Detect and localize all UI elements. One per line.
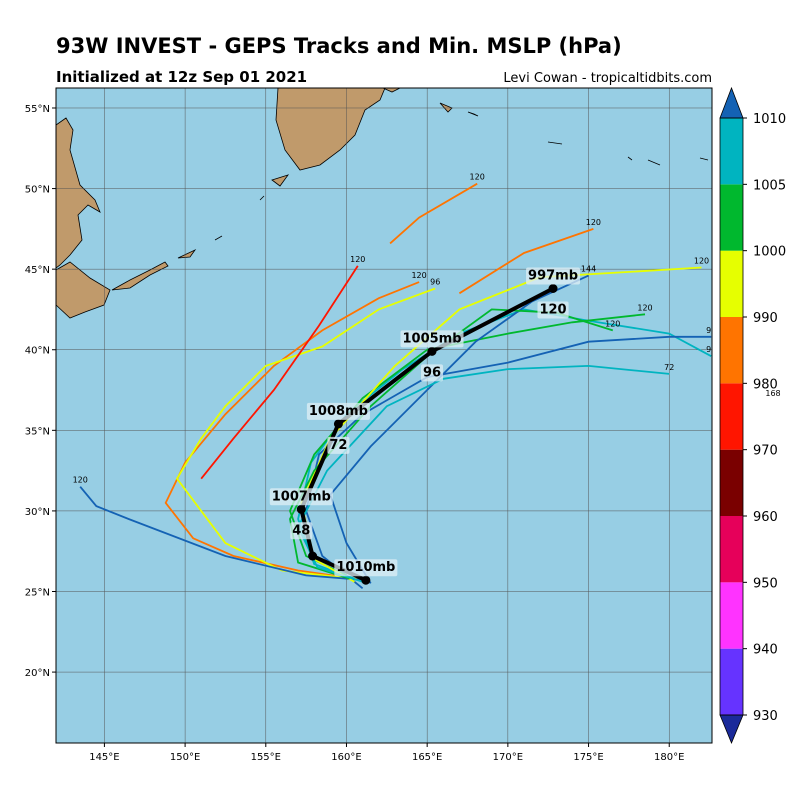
credit: Levi Cowan - tropicaltidbits.com — [503, 71, 712, 86]
colorbar-band — [720, 383, 743, 450]
y-tick-label: 45°N — [25, 265, 50, 276]
map-frame — [55, 87, 713, 744]
mean-track-point — [308, 551, 318, 561]
pressure-label-bg — [269, 488, 333, 506]
axes: 145°E 150°E 155°E 160°E 165°E 170°E 175°E 180°E… — [25, 104, 685, 763]
ensemble-track — [329, 274, 589, 584]
ensemble-track — [305, 335, 712, 590]
y-tick-label: 35°N — [25, 426, 50, 437]
grid — [56, 88, 712, 743]
pressure-label: 1010mb — [336, 560, 395, 575]
mean-track-point — [361, 575, 371, 585]
colorbar-tick-label: 960 — [753, 510, 778, 525]
ensemble-track — [79, 486, 366, 582]
track-hour-label: 96 — [706, 326, 716, 335]
colorbar: 930 940 950 960 970 980 990 1000 1005 1010 — [719, 86, 786, 745]
colorbar-tick-label: 930 — [753, 709, 778, 724]
y-tick-label: 25°N — [25, 587, 50, 598]
ensemble-track — [289, 308, 614, 580]
x-tick-label: 150°E — [170, 752, 200, 763]
colorbar-under — [719, 714, 744, 745]
colorbar-tick-label: 970 — [753, 444, 778, 459]
colorbar-frame — [719, 117, 744, 716]
track-hour-label: 120 — [605, 319, 620, 328]
colorbar-band — [720, 317, 743, 384]
colorbar-tick-label: 940 — [753, 643, 778, 658]
x-tick-label: 165°E — [412, 752, 442, 763]
y-tick-label: 30°N — [25, 507, 50, 518]
colorbar-tick-label: 1010 — [753, 112, 786, 127]
track-hour-label: 144 — [581, 265, 596, 274]
y-tick-label: 55°N — [25, 104, 50, 115]
ocean — [56, 88, 712, 743]
x-tick-label: 175°E — [573, 752, 603, 763]
pressure-label-bg — [526, 267, 581, 285]
y-tick-label: 20°N — [25, 668, 50, 679]
hour-label: 96 — [423, 365, 441, 380]
mean-track-point — [296, 504, 306, 514]
colorbar-band — [720, 449, 743, 516]
track-hour-label: 72 — [664, 363, 674, 372]
annotation: 168 — [765, 389, 780, 398]
ensemble-track — [389, 182, 478, 245]
pressure-label-bg — [400, 330, 464, 348]
colorbar-tick-label: 1000 — [753, 245, 786, 260]
mean-track: 1010mb 1007mb 48 1008mb 72 1005mb 96 997mb 120 — [269, 267, 581, 585]
hour-label: 48 — [292, 523, 310, 538]
x-tick-label: 180°E — [654, 752, 684, 763]
colorbar-tick-label: 980 — [753, 377, 778, 392]
ensemble-track — [289, 313, 646, 577]
mean-track-point — [333, 419, 343, 429]
pressure-label: 1007mb — [272, 489, 331, 504]
hour-label-bg — [327, 436, 350, 454]
x-tick-label: 160°E — [331, 752, 361, 763]
track-hour-label: 120 — [411, 271, 426, 280]
hour-label-bg — [420, 364, 444, 382]
colorbar-band — [720, 250, 743, 317]
track-hour-label: 96 — [430, 277, 440, 286]
track-hour-label: 120 — [470, 173, 485, 182]
colorbar-band — [720, 582, 743, 649]
colorbar-tick-label: 950 — [753, 576, 778, 591]
pressure-label: 1005mb — [402, 331, 461, 346]
colorbar-over — [719, 86, 744, 119]
pressure-label: 1008mb — [309, 404, 368, 419]
colorbar-band — [720, 648, 743, 715]
colorbar-band — [720, 184, 743, 251]
hour-label-bg — [290, 522, 313, 540]
track-hour-label: 96 — [706, 345, 716, 354]
x-tick-label: 170°E — [493, 752, 523, 763]
track-hour-label: 120 — [350, 255, 365, 264]
hour-label: 120 — [539, 302, 566, 317]
ensemble-track — [164, 281, 420, 582]
colorbar-tick-label: 1005 — [753, 178, 786, 193]
track-hour-label: 120 — [694, 257, 709, 266]
pressure-label: 997mb — [528, 268, 578, 283]
pressure-label-bg — [306, 402, 370, 420]
chart-subtitle: Initialized at 12z Sep 01 2021 — [56, 68, 307, 86]
colorbar-band — [720, 516, 743, 583]
pressure-label-bg — [334, 559, 398, 577]
track-hour-label: 120 — [73, 476, 88, 485]
hour-label: 72 — [329, 438, 347, 453]
ensemble-track — [458, 228, 594, 295]
y-tick-label: 50°N — [25, 185, 50, 196]
hour-label-bg — [537, 301, 569, 319]
x-tick-label: 145°E — [89, 752, 119, 763]
y-tick-label: 40°N — [25, 346, 50, 357]
track-hour-label: 120 — [586, 218, 601, 227]
colorbar-band — [720, 118, 743, 185]
colorbar-tick-label: 990 — [753, 311, 778, 326]
land — [56, 88, 709, 319]
mean-track-point — [548, 283, 558, 293]
mean-track-point — [427, 346, 437, 356]
ensemble-track — [200, 265, 359, 480]
track-hour-label: 120 — [637, 303, 652, 312]
x-tick-label: 155°E — [251, 752, 281, 763]
chart-title: 93W INVEST - GEPS Tracks and Min. MSLP (… — [56, 34, 622, 58]
ensemble-track — [175, 287, 436, 582]
